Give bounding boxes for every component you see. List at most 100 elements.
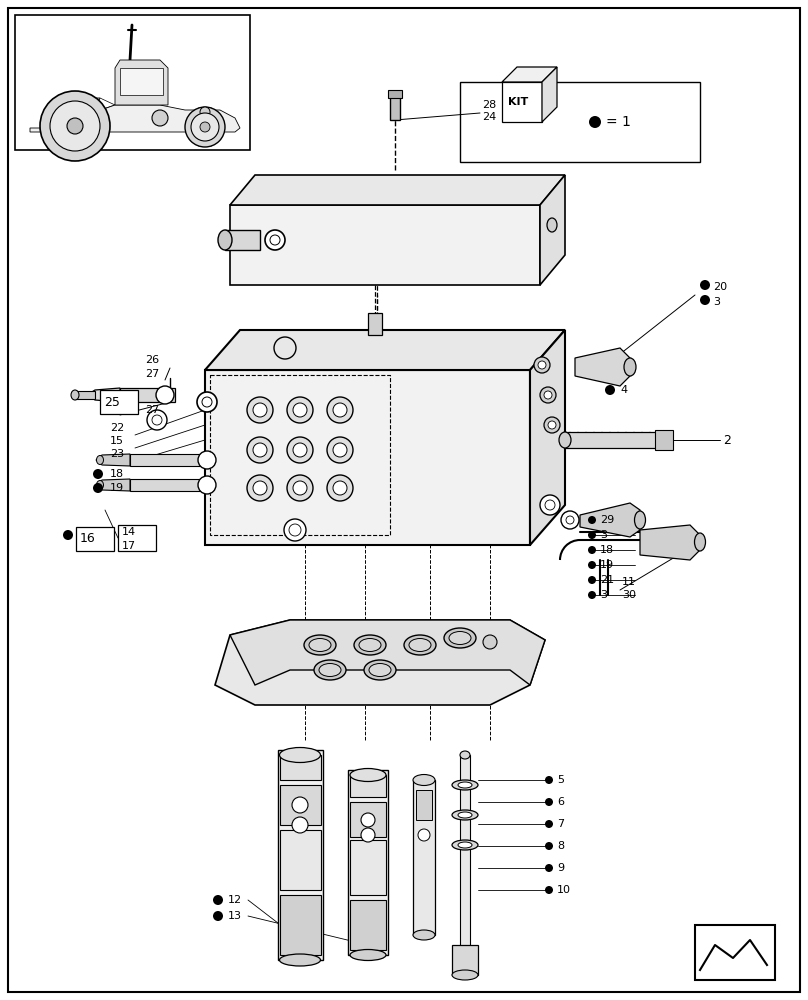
Polygon shape (640, 525, 700, 560)
Circle shape (284, 519, 306, 541)
Text: 10: 10 (557, 885, 571, 895)
Polygon shape (215, 620, 545, 705)
Circle shape (588, 546, 596, 554)
Bar (655, 430, 673, 450)
Circle shape (544, 391, 552, 399)
Ellipse shape (559, 432, 571, 448)
Bar (118, 525, 156, 551)
Polygon shape (205, 330, 565, 370)
Circle shape (483, 635, 497, 649)
Circle shape (548, 421, 556, 429)
Text: 3: 3 (600, 590, 607, 600)
Ellipse shape (96, 481, 103, 489)
Polygon shape (30, 105, 240, 132)
Bar (350, 775, 386, 797)
Circle shape (287, 475, 313, 501)
Circle shape (561, 511, 579, 529)
Text: 21: 21 (600, 575, 614, 585)
Text: 19: 19 (600, 560, 614, 570)
Circle shape (418, 829, 430, 841)
Circle shape (545, 776, 553, 784)
Text: 3: 3 (713, 297, 720, 307)
Circle shape (538, 361, 546, 369)
Circle shape (545, 886, 553, 894)
Circle shape (198, 451, 216, 469)
Ellipse shape (460, 751, 470, 759)
Circle shape (198, 476, 216, 494)
Circle shape (588, 531, 596, 539)
Circle shape (200, 107, 210, 117)
Circle shape (191, 113, 219, 141)
Polygon shape (530, 330, 565, 545)
Ellipse shape (319, 664, 341, 676)
Polygon shape (115, 60, 168, 105)
Text: 9: 9 (557, 863, 564, 873)
Circle shape (253, 481, 267, 495)
Ellipse shape (634, 511, 646, 529)
Circle shape (287, 437, 313, 463)
Circle shape (293, 403, 307, 417)
Bar (278, 750, 323, 960)
Circle shape (50, 101, 100, 151)
Circle shape (327, 397, 353, 423)
Polygon shape (120, 388, 175, 402)
Text: 24: 24 (482, 112, 496, 122)
Polygon shape (225, 230, 260, 250)
Text: 28: 28 (482, 100, 496, 110)
Text: 12: 12 (228, 895, 242, 905)
Circle shape (292, 817, 308, 833)
Text: 26: 26 (145, 355, 159, 365)
Circle shape (287, 397, 313, 423)
Ellipse shape (309, 639, 331, 652)
Circle shape (545, 842, 553, 850)
Text: 16: 16 (80, 532, 96, 546)
Circle shape (327, 475, 353, 501)
Circle shape (156, 386, 174, 404)
Ellipse shape (71, 390, 79, 400)
Ellipse shape (458, 782, 472, 788)
Bar (350, 900, 386, 950)
Circle shape (147, 410, 167, 430)
Ellipse shape (458, 842, 472, 848)
Circle shape (247, 475, 273, 501)
Bar (280, 785, 321, 825)
Bar (280, 895, 321, 955)
Text: 23: 23 (110, 449, 124, 459)
Ellipse shape (304, 635, 336, 655)
Text: 8: 8 (557, 841, 564, 851)
Ellipse shape (547, 218, 557, 232)
Polygon shape (230, 205, 540, 285)
Polygon shape (230, 175, 565, 205)
Polygon shape (120, 68, 163, 95)
Bar (100, 390, 138, 414)
Polygon shape (542, 67, 557, 122)
Ellipse shape (96, 456, 103, 464)
Circle shape (152, 110, 168, 126)
Text: 3: 3 (600, 530, 607, 540)
Text: 20: 20 (713, 282, 727, 292)
Text: 5: 5 (557, 775, 564, 785)
Circle shape (247, 397, 273, 423)
Text: 19: 19 (110, 483, 124, 493)
Ellipse shape (413, 774, 435, 786)
Ellipse shape (354, 635, 386, 655)
Circle shape (93, 469, 103, 479)
Circle shape (534, 357, 550, 373)
Ellipse shape (280, 954, 321, 966)
Text: 30: 30 (622, 590, 636, 600)
Polygon shape (87, 388, 120, 402)
Ellipse shape (404, 635, 436, 655)
Ellipse shape (359, 639, 381, 652)
Circle shape (202, 397, 212, 407)
Circle shape (293, 443, 307, 457)
Circle shape (588, 576, 596, 584)
Circle shape (293, 481, 307, 495)
Circle shape (265, 230, 285, 250)
Circle shape (253, 403, 267, 417)
Circle shape (270, 235, 280, 245)
Circle shape (327, 437, 353, 463)
Circle shape (253, 443, 267, 457)
Ellipse shape (444, 628, 476, 648)
Bar (280, 755, 321, 780)
Circle shape (588, 591, 596, 599)
